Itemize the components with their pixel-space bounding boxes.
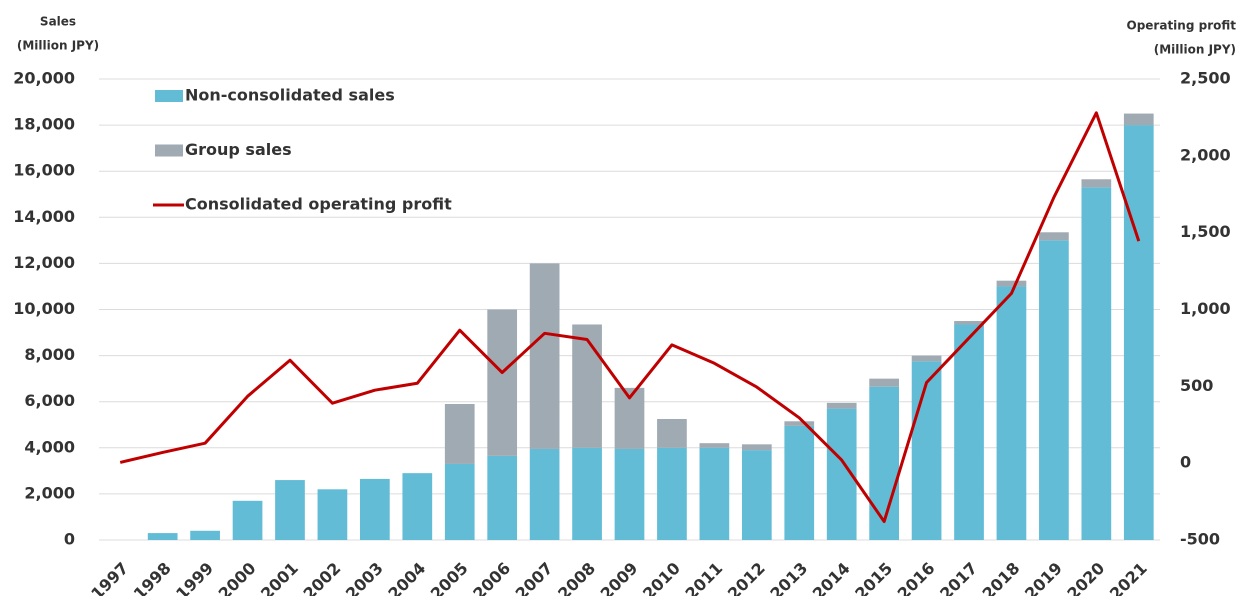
x-tick-label: 2017 <box>936 559 981 596</box>
bar <box>572 447 602 540</box>
x-tick-label: 2009 <box>597 559 642 596</box>
x-tick-label: 2001 <box>257 559 302 596</box>
y2-tick-label: 2,000 <box>1180 145 1231 164</box>
y-tick-label: 10,000 <box>13 299 75 318</box>
y-tick-label: 6,000 <box>24 391 75 410</box>
x-tick-label: 2016 <box>894 559 939 596</box>
bar <box>487 455 518 540</box>
x-tick-label: 2018 <box>979 559 1024 596</box>
x-tick-label: 2003 <box>342 559 387 596</box>
bar <box>317 489 348 540</box>
x-tick-label: 2006 <box>469 559 514 596</box>
line <box>119 111 1141 524</box>
bar <box>911 361 942 540</box>
y-tick-label: 16,000 <box>13 161 75 180</box>
y-tick-label: 0 <box>64 530 75 549</box>
legend-label: Non-consolidated sales <box>185 86 395 105</box>
bar <box>657 447 687 540</box>
y-tick-label: 20,000 <box>13 69 75 88</box>
legend-swatch <box>155 144 183 157</box>
x-tick-label: 2015 <box>851 559 896 596</box>
bar <box>869 386 899 540</box>
bar <box>1081 179 1112 188</box>
bar <box>996 280 1027 287</box>
x-tick-label: 2020 <box>1063 559 1108 596</box>
bar <box>444 404 475 464</box>
x-tick-label: 2007 <box>512 559 557 596</box>
x-tick-label: 1997 <box>87 559 132 596</box>
bar <box>487 309 518 456</box>
bar <box>954 324 984 540</box>
bar <box>954 321 984 325</box>
bar <box>614 448 645 540</box>
y-tick-label: 4,000 <box>24 437 75 456</box>
bar <box>784 421 815 426</box>
bar <box>147 533 178 540</box>
y2-tick-label: 500 <box>1180 376 1213 395</box>
x-tick-label: 2012 <box>724 559 769 596</box>
bar <box>657 418 687 448</box>
y-axis-title: (Million JPY) <box>17 39 99 53</box>
legend-swatch <box>155 90 183 102</box>
bar <box>444 463 475 540</box>
bar <box>572 324 602 448</box>
x-tick-label: 2000 <box>215 559 260 596</box>
y-tick-label: 2,000 <box>24 483 75 502</box>
y2-tick-label: 2,500 <box>1180 69 1231 88</box>
bar <box>275 480 305 540</box>
y2-tick-label: 1,500 <box>1180 222 1231 241</box>
x-tick-label: 2004 <box>384 559 429 596</box>
y2-tick-label: -500 <box>1180 530 1220 549</box>
bar <box>699 447 730 540</box>
bar <box>741 444 772 451</box>
y-tick-label: 18,000 <box>13 115 75 134</box>
x-tick-label: 2010 <box>639 559 684 596</box>
y2-axis-title: Operating profit <box>1127 19 1237 33</box>
legend-label: Consolidated operating profit <box>185 195 452 214</box>
bar <box>1081 187 1112 540</box>
bar <box>869 378 899 387</box>
bar <box>529 448 560 540</box>
bar <box>232 500 263 540</box>
bar <box>1039 232 1069 241</box>
bar <box>996 286 1027 540</box>
bar <box>529 263 560 449</box>
y2-axis-title: (Million JPY) <box>1154 43 1236 57</box>
bar <box>1123 125 1154 540</box>
y2-tick-label: 0 <box>1180 453 1191 472</box>
y-axis-title: Sales <box>40 15 76 29</box>
x-tick-label: 2014 <box>809 559 854 596</box>
bar <box>784 425 815 540</box>
y-tick-label: 12,000 <box>13 253 75 272</box>
x-tick-label: 2019 <box>1021 559 1066 596</box>
x-tick-label: 1998 <box>130 559 175 596</box>
x-tick-label: 2005 <box>427 559 472 596</box>
bar <box>699 443 730 448</box>
y-tick-label: 14,000 <box>13 207 75 226</box>
y2-tick-label: 1,000 <box>1180 299 1231 318</box>
bar <box>911 355 942 362</box>
bar <box>1039 240 1069 540</box>
x-tick-label: 2002 <box>300 559 345 596</box>
bar <box>1123 113 1154 126</box>
legend-label: Group sales <box>185 140 292 159</box>
bar <box>826 402 857 409</box>
bar <box>360 478 390 540</box>
x-tick-label: 2008 <box>554 559 599 596</box>
x-tick-label: 2011 <box>681 559 726 596</box>
bar <box>190 530 220 540</box>
x-tick-label: 1999 <box>172 559 217 596</box>
bar <box>741 450 772 540</box>
bar <box>402 473 433 540</box>
x-tick-label: 2021 <box>1106 559 1151 596</box>
x-tick-label: 2013 <box>766 559 811 596</box>
y-tick-label: 8,000 <box>24 345 75 364</box>
